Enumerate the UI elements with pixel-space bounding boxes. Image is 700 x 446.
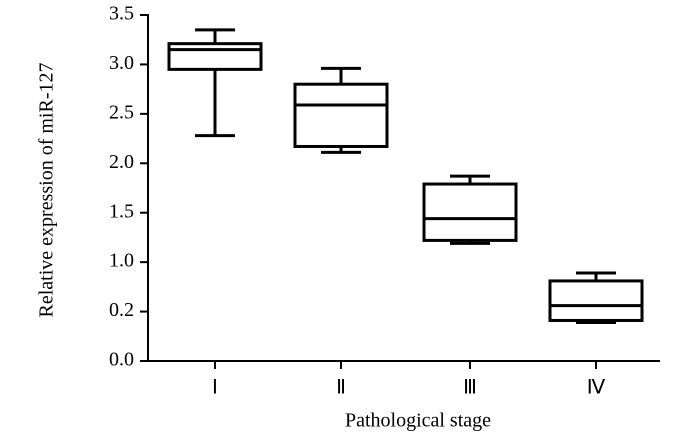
y-tick-label: 3.0 — [109, 52, 134, 74]
y-tick-label: 2.0 — [109, 151, 134, 173]
box — [293, 82, 389, 148]
y-tick-label: 1.0 — [109, 250, 134, 272]
y-axis-label: Relative expression of miR-127 — [36, 63, 58, 318]
y-tick-label: 3.5 — [109, 3, 134, 25]
x-axis-label: Pathological stage — [345, 410, 491, 432]
x-tick-label: Ⅳ — [587, 377, 606, 399]
box — [548, 279, 644, 322]
box — [422, 182, 518, 242]
x-tick-label: Ⅱ — [336, 377, 346, 399]
box — [167, 42, 263, 71]
y-tick-label: 0.2 — [109, 299, 134, 321]
x-tick-label: Ⅰ — [212, 377, 218, 399]
x-tick-label: Ⅲ — [463, 377, 477, 399]
y-tick-label: 1.5 — [109, 200, 134, 222]
y-tick-label: 2.5 — [109, 101, 134, 123]
y-tick-label: 0.0 — [109, 349, 134, 371]
